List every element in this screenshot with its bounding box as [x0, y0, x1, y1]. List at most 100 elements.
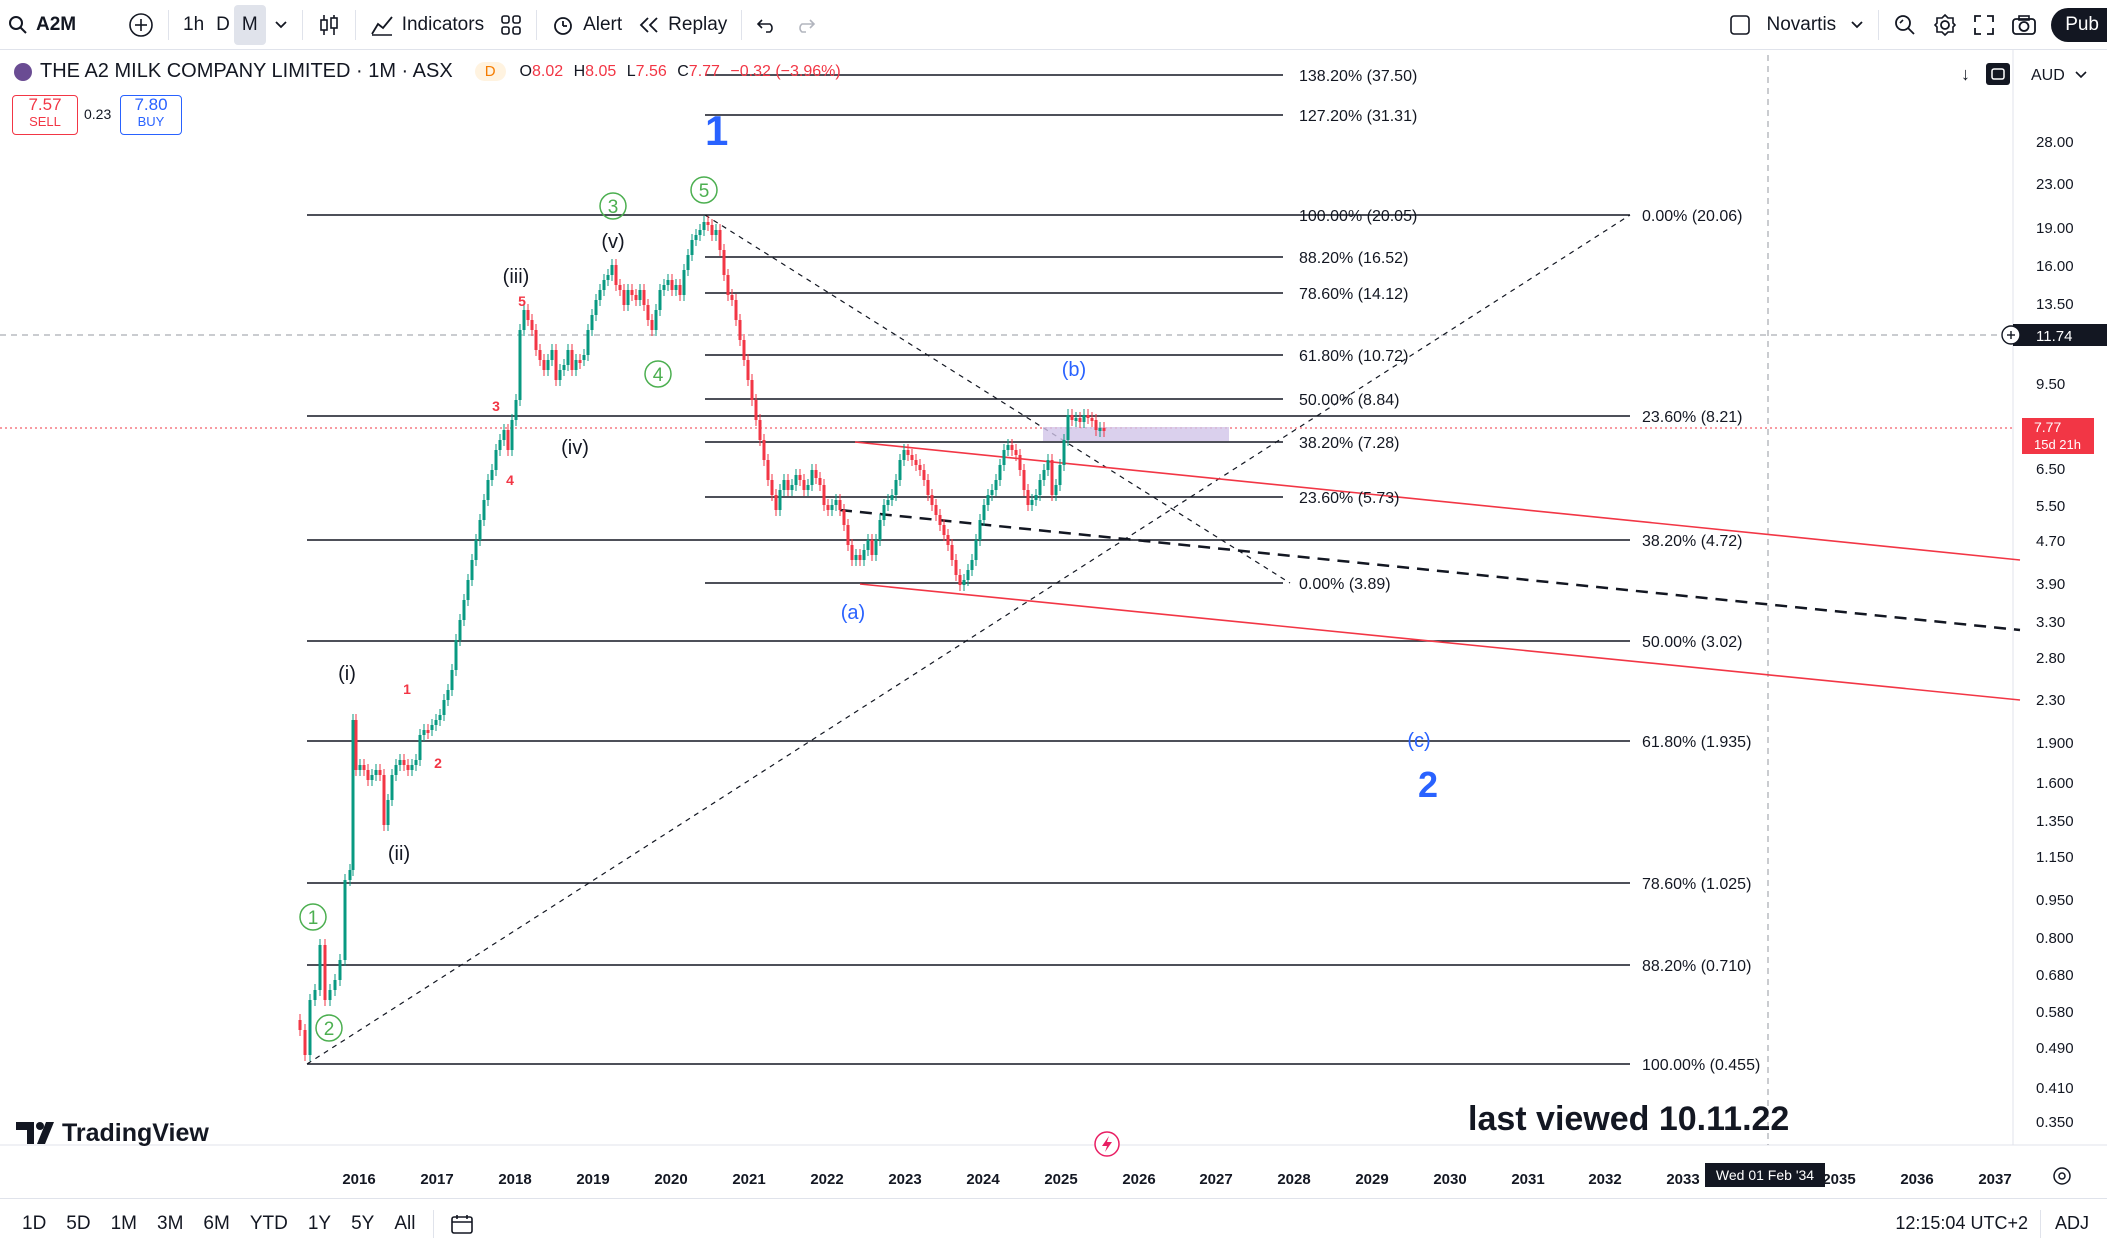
- company-logo-icon: [14, 62, 32, 81]
- candle-body: [1034, 495, 1038, 500]
- range-5y[interactable]: 5Y: [351, 1212, 375, 1234]
- candle-body: [662, 285, 666, 290]
- publish-button[interactable]: Pub: [2051, 7, 2107, 42]
- clock-timezone[interactable]: 12:15:04 UTC+2: [1895, 1213, 2028, 1233]
- symbol-search[interactable]: A2M: [0, 5, 120, 45]
- calendar-range-icon[interactable]: [442, 1213, 484, 1235]
- candle-body: [534, 330, 538, 350]
- range-ytd[interactable]: YTD: [249, 1212, 288, 1234]
- candle-body: [434, 720, 438, 725]
- wave-label: (b): [1062, 359, 1086, 381]
- time-tick-label: 2025: [1044, 1171, 1077, 1188]
- snapshot-button[interactable]: [2003, 5, 2045, 45]
- wave-label: (i): [338, 663, 356, 685]
- candle-body: [910, 455, 914, 460]
- settings-button[interactable]: [1925, 5, 1965, 45]
- candle-body: [902, 450, 906, 460]
- price-tick-label: 0.800: [2036, 930, 2074, 947]
- spread-value: 0.23: [84, 106, 112, 122]
- gear-icon: [1933, 13, 1957, 37]
- candle-body: [466, 580, 470, 600]
- separator: [433, 1209, 435, 1238]
- alert-button[interactable]: Alert: [543, 5, 630, 45]
- candle-body: [982, 505, 986, 520]
- candle-body: [726, 275, 730, 295]
- candle-body: [1062, 440, 1066, 465]
- candle-body: [374, 770, 378, 775]
- candle-body: [426, 730, 430, 733]
- price-axis[interactable]: 28.00 23.00 19.00 16.00 13.50 9.50 6.50 5.50 4.7…: [2036, 134, 2074, 1131]
- adjustment-toggle[interactable]: ADJ: [2054, 1213, 2089, 1233]
- range-all[interactable]: All: [394, 1212, 416, 1234]
- range-1m[interactable]: 1M: [110, 1212, 137, 1234]
- price-tick-label: 0.490: [2036, 1040, 2074, 1057]
- separator: [168, 9, 169, 40]
- layout-selector[interactable]: Novartis: [1721, 5, 1873, 45]
- candle-body: [658, 290, 662, 310]
- dividend-badge[interactable]: D: [474, 62, 506, 81]
- buy-button[interactable]: 7.80 BUY: [120, 95, 182, 135]
- candle-body: [958, 575, 962, 585]
- candle-body: [738, 320, 742, 340]
- range-1y[interactable]: 1Y: [307, 1212, 332, 1234]
- price-tick-label: 0.950: [2036, 892, 2074, 909]
- fullscreen-button[interactable]: [1965, 5, 2003, 45]
- candle-body: [1098, 428, 1102, 431]
- range-6m[interactable]: 6M: [203, 1212, 230, 1234]
- interval-1h[interactable]: 1h: [183, 13, 205, 35]
- candle-body: [934, 505, 938, 515]
- candle-body: [914, 460, 918, 465]
- candle-body: [822, 485, 826, 505]
- candle-body: [670, 280, 674, 290]
- price-tick-label: 1.350: [2036, 813, 2074, 830]
- candle-body: [778, 490, 782, 510]
- chart-type-button[interactable]: [309, 5, 349, 45]
- candle-body: [798, 475, 802, 480]
- redo-button[interactable]: [786, 5, 824, 45]
- fib-label: 88.20% (16.52): [1299, 250, 1408, 267]
- price-tick-label: 1.150: [2036, 849, 2074, 866]
- interval-dropdown[interactable]: [266, 5, 296, 45]
- replay-button[interactable]: Replay: [630, 5, 735, 45]
- interval-d[interactable]: D: [216, 13, 230, 35]
- candle-body: [918, 465, 922, 470]
- quick-search-button[interactable]: [1885, 5, 1925, 45]
- price-tick-label: 0.680: [2036, 967, 2074, 984]
- price-chart[interactable]: 138.20% (37.50) 127.20% (31.31) 100.00% …: [0, 50, 2107, 1198]
- publish-label: Pub: [2065, 13, 2099, 35]
- candle-body: [554, 350, 558, 380]
- symbol-title[interactable]: THE A2 MILK COMPANY LIMITED · 1M · ASX: [40, 60, 453, 82]
- undo-button[interactable]: [748, 5, 786, 45]
- price-tick-label: 0.350: [2036, 1114, 2074, 1131]
- time-axis-settings-icon[interactable]: [2053, 1167, 2071, 1185]
- candle-body: [758, 420, 762, 440]
- fib-label: 50.00% (3.02): [1642, 634, 1743, 651]
- interval-m[interactable]: M: [233, 4, 266, 45]
- indicators-button[interactable]: Indicators: [362, 5, 492, 45]
- sell-button[interactable]: 7.57 SELL: [12, 95, 78, 135]
- time-axis[interactable]: 2016 2017 2018 2019 2020 2021 2022 2023 2024 2025…: [342, 1171, 2011, 1188]
- axis-toggle-button[interactable]: [1986, 63, 2010, 85]
- candle-body: [850, 545, 854, 560]
- compare-button[interactable]: [120, 5, 162, 45]
- fib-label: 138.20% (37.50): [1299, 68, 1417, 85]
- currency-button[interactable]: AUD: [2031, 67, 2065, 84]
- range-1d[interactable]: 1D: [22, 1212, 47, 1234]
- range-5d[interactable]: 5D: [66, 1212, 91, 1234]
- replay-label: Replay: [668, 13, 728, 35]
- arrow-down-icon[interactable]: ↓: [1961, 64, 1970, 84]
- candle-body: [386, 800, 390, 825]
- fib-retracement-lower: [307, 214, 1630, 1065]
- time-tick-label: 2018: [498, 1171, 531, 1188]
- candle-body: [898, 460, 902, 480]
- wave-label: (iii): [503, 266, 530, 288]
- candle-body: [730, 295, 734, 300]
- camera-icon: [2011, 14, 2037, 36]
- candle-body: [582, 355, 586, 360]
- range-3m[interactable]: 3M: [157, 1212, 184, 1234]
- time-tick-label: 2027: [1199, 1171, 1232, 1188]
- lightning-icon[interactable]: [1094, 1131, 1120, 1157]
- candle-body: [514, 400, 518, 420]
- templates-button[interactable]: [492, 5, 530, 45]
- undo-icon: [756, 16, 778, 34]
